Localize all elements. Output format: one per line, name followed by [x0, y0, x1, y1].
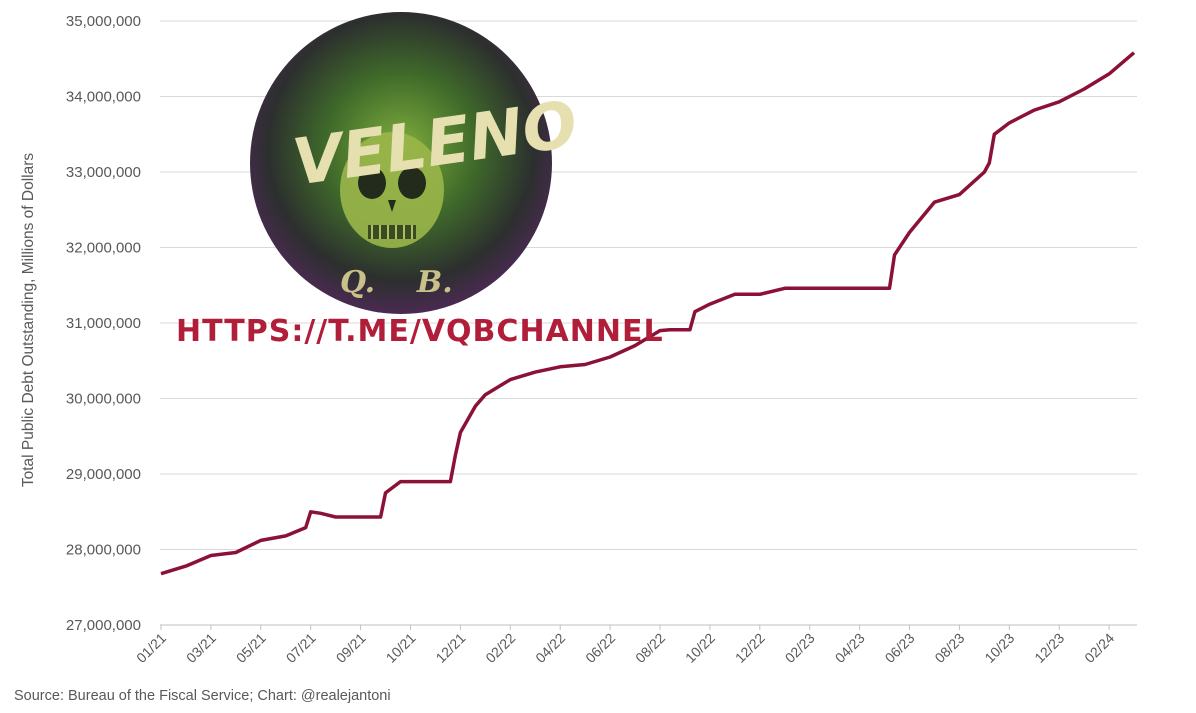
x-tick-label: 12/23 [1031, 630, 1067, 666]
x-tick-label: 04/22 [532, 630, 568, 666]
y-tick-label: 35,000,000 [66, 13, 141, 30]
x-tick-label: 07/21 [283, 630, 319, 666]
x-tick-label: 10/21 [383, 630, 419, 666]
x-tick-label: 04/23 [832, 630, 868, 666]
y-tick-label: 34,000,000 [66, 89, 141, 106]
y-tick-label: 31,000,000 [66, 315, 141, 332]
x-tick-label: 02/22 [482, 630, 518, 666]
y-tick-label: 30,000,000 [66, 391, 141, 408]
x-tick-label: 08/23 [931, 630, 967, 666]
skull-icon [340, 132, 444, 248]
y-tick-labels: 27,000,000 28,000,000 29,000,000 30,000,000… [66, 13, 141, 634]
x-tick-label: 10/22 [682, 630, 718, 666]
x-tick-label: 08/22 [632, 630, 668, 666]
x-tick-label: 12/22 [732, 630, 768, 666]
x-tick-label: 06/23 [882, 630, 918, 666]
y-tick-label: 33,000,000 [66, 164, 141, 181]
source-note: Source: Bureau of the Fiscal Service; Ch… [14, 688, 391, 704]
y-axis-label: Total Public Debt Outstanding, Millions … [20, 153, 37, 488]
x-tick-label: 12/21 [432, 630, 468, 666]
y-tick-label: 29,000,000 [66, 466, 141, 483]
x-tick-label: 02/24 [1081, 630, 1117, 666]
debt-series-line [160, 51, 1136, 576]
logo-letters: Q. B. [340, 265, 453, 300]
x-tick-label: 03/21 [183, 630, 219, 666]
y-tick-label: 27,000,000 [66, 617, 141, 634]
veleno-logo: VELENO Q. B. [250, 12, 582, 314]
y-tick-label: 32,000,000 [66, 240, 141, 257]
watermark-url: HTTPS://T.ME/VQBCHANNEL [176, 314, 664, 349]
x-tick-label: 06/22 [582, 630, 618, 666]
y-tick-label: 28,000,000 [66, 542, 141, 559]
x-tick-label: 10/23 [981, 630, 1017, 666]
x-tick-label: 01/21 [133, 630, 169, 666]
x-tick-labels: 01/21 03/21 05/21 07/21 09/21 10/21 12/21 02/22… [133, 625, 1117, 666]
x-tick-label: 05/21 [233, 630, 269, 666]
x-tick-label: 09/21 [333, 630, 369, 666]
x-tick-label: 02/23 [782, 630, 818, 666]
